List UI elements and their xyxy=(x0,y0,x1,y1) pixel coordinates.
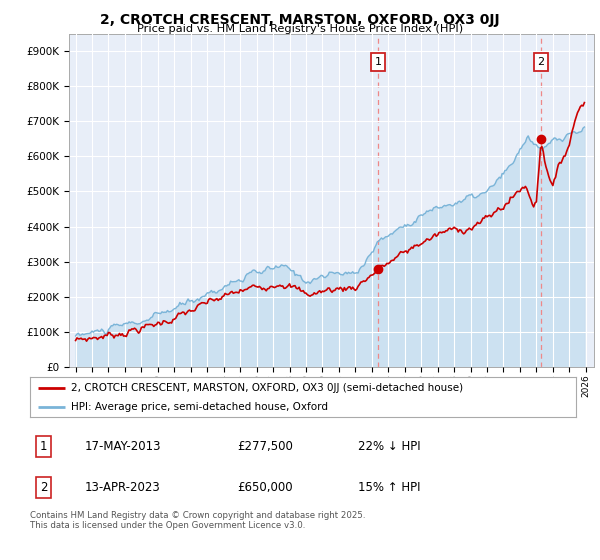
Text: 1: 1 xyxy=(374,57,382,67)
Text: £277,500: £277,500 xyxy=(238,440,293,453)
Text: 1: 1 xyxy=(40,440,47,453)
Text: 2, CROTCH CRESCENT, MARSTON, OXFORD, OX3 0JJ: 2, CROTCH CRESCENT, MARSTON, OXFORD, OX3… xyxy=(100,13,500,27)
Text: 22% ↓ HPI: 22% ↓ HPI xyxy=(358,440,420,453)
Text: £650,000: £650,000 xyxy=(238,481,293,494)
Text: Contains HM Land Registry data © Crown copyright and database right 2025.
This d: Contains HM Land Registry data © Crown c… xyxy=(30,511,365,530)
Text: 17-MAY-2013: 17-MAY-2013 xyxy=(85,440,161,453)
Text: Price paid vs. HM Land Registry's House Price Index (HPI): Price paid vs. HM Land Registry's House … xyxy=(137,24,463,34)
Text: 15% ↑ HPI: 15% ↑ HPI xyxy=(358,481,420,494)
Text: 2: 2 xyxy=(538,57,545,67)
Text: 2, CROTCH CRESCENT, MARSTON, OXFORD, OX3 0JJ (semi-detached house): 2, CROTCH CRESCENT, MARSTON, OXFORD, OX3… xyxy=(71,383,463,393)
Text: 2: 2 xyxy=(40,481,47,494)
Text: HPI: Average price, semi-detached house, Oxford: HPI: Average price, semi-detached house,… xyxy=(71,402,328,412)
Text: 13-APR-2023: 13-APR-2023 xyxy=(85,481,160,494)
